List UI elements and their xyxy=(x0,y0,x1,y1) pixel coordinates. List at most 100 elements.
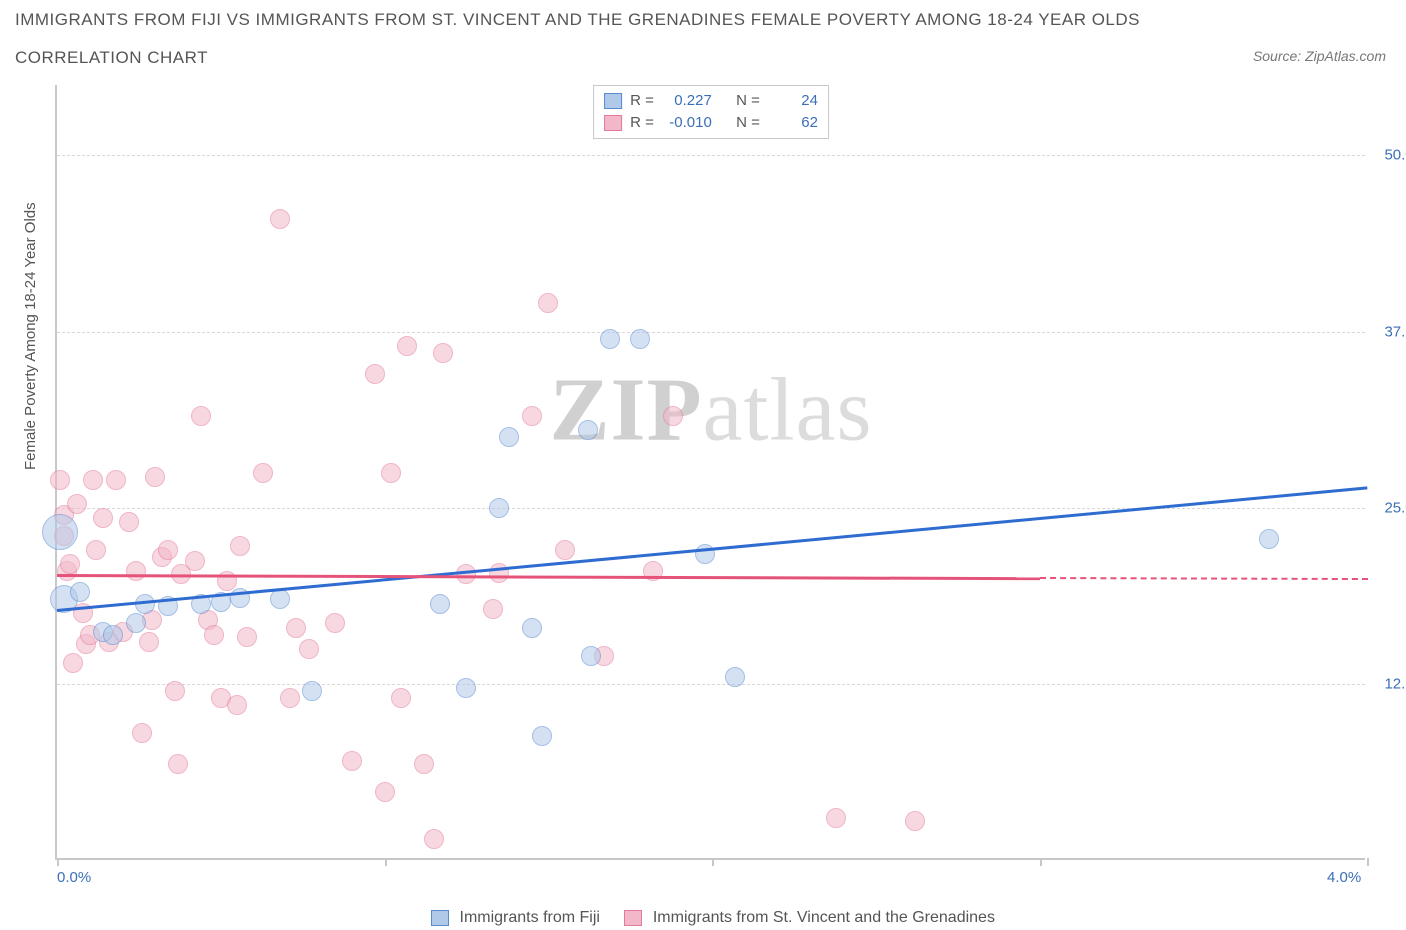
y-tick-label: 12.5% xyxy=(1384,675,1406,692)
swatch-fiji-bottom xyxy=(431,910,449,926)
data-point xyxy=(106,470,126,490)
data-point xyxy=(191,406,211,426)
data-point xyxy=(145,467,165,487)
x-tick-label: 0.0% xyxy=(57,869,91,886)
data-point xyxy=(286,618,306,638)
trend-line xyxy=(57,574,1040,580)
data-point xyxy=(119,512,139,532)
data-point xyxy=(826,808,846,828)
chart-subtitle: CORRELATION CHART xyxy=(15,48,208,68)
data-point xyxy=(60,554,80,574)
data-point xyxy=(433,343,453,363)
n-label: N = xyxy=(736,90,760,112)
x-tick xyxy=(57,858,59,866)
y-tick-label: 50.0% xyxy=(1384,147,1406,164)
trend-line xyxy=(1039,577,1367,580)
data-point xyxy=(42,514,78,550)
data-point xyxy=(83,470,103,490)
data-point xyxy=(93,508,113,528)
x-tick xyxy=(385,858,387,866)
data-point xyxy=(132,723,152,743)
data-point xyxy=(905,811,925,831)
data-point xyxy=(280,688,300,708)
watermark-b: atlas xyxy=(703,360,873,459)
data-point xyxy=(237,627,257,647)
data-point xyxy=(270,589,290,609)
data-point xyxy=(126,561,146,581)
data-point xyxy=(578,420,598,440)
swatch-fiji xyxy=(604,93,622,109)
n-value-fiji: 24 xyxy=(768,90,818,112)
chart-title: IMMIGRANTS FROM FIJI VS IMMIGRANTS FROM … xyxy=(15,10,1140,30)
data-point xyxy=(391,688,411,708)
data-point xyxy=(483,599,503,619)
gridline xyxy=(57,508,1365,509)
data-point xyxy=(270,209,290,229)
data-point xyxy=(424,829,444,849)
plot-area: ZIPatlas R = 0.227 N = 24 R = -0.010 N =… xyxy=(55,85,1365,860)
data-point xyxy=(253,463,273,483)
data-point xyxy=(456,678,476,698)
gridline xyxy=(57,155,1365,156)
data-point xyxy=(489,498,509,518)
data-point xyxy=(342,751,362,771)
data-point xyxy=(302,681,322,701)
data-point xyxy=(538,293,558,313)
r-value-svg: -0.010 xyxy=(662,112,712,134)
data-point xyxy=(600,329,620,349)
data-point xyxy=(725,667,745,687)
data-point xyxy=(299,639,319,659)
watermark: ZIPatlas xyxy=(550,358,873,461)
swatch-svg-bottom xyxy=(624,910,642,926)
data-point xyxy=(50,470,70,490)
gridline xyxy=(57,684,1365,685)
swatch-svg xyxy=(604,115,622,131)
data-point xyxy=(126,613,146,633)
data-point xyxy=(430,594,450,614)
y-tick-label: 25.0% xyxy=(1384,499,1406,516)
r-label: R = xyxy=(630,90,654,112)
legend-label-fiji: Immigrants from Fiji xyxy=(460,909,600,926)
trend-line xyxy=(57,487,1367,612)
data-point xyxy=(414,754,434,774)
correlation-legend: R = 0.227 N = 24 R = -0.010 N = 62 xyxy=(593,85,829,139)
data-point xyxy=(230,536,250,556)
n-value-svg: 62 xyxy=(768,112,818,134)
data-point xyxy=(165,681,185,701)
data-point xyxy=(1259,529,1279,549)
r-value-fiji: 0.227 xyxy=(662,90,712,112)
y-axis-title: Female Poverty Among 18-24 Year Olds xyxy=(22,202,39,470)
data-point xyxy=(456,564,476,584)
source-label: Source: ZipAtlas.com xyxy=(1253,48,1386,64)
data-point xyxy=(204,625,224,645)
x-tick xyxy=(1367,858,1369,866)
bottom-legend: Immigrants from Fiji Immigrants from St.… xyxy=(0,909,1406,927)
data-point xyxy=(522,406,542,426)
data-point xyxy=(67,494,87,514)
chart-container: IMMIGRANTS FROM FIJI VS IMMIGRANTS FROM … xyxy=(0,0,1406,930)
data-point xyxy=(139,632,159,652)
data-point xyxy=(397,336,417,356)
data-point xyxy=(365,364,385,384)
y-tick-label: 37.5% xyxy=(1384,323,1406,340)
data-point xyxy=(381,463,401,483)
r-label: R = xyxy=(630,112,654,134)
gridline xyxy=(57,332,1365,333)
data-point xyxy=(325,613,345,633)
data-point xyxy=(70,582,90,602)
data-point xyxy=(86,540,106,560)
data-point xyxy=(489,563,509,583)
data-point xyxy=(375,782,395,802)
legend-row-fiji: R = 0.227 N = 24 xyxy=(604,90,818,112)
data-point xyxy=(185,551,205,571)
data-point xyxy=(555,540,575,560)
legend-label-svg: Immigrants from St. Vincent and the Gren… xyxy=(653,909,995,926)
data-point xyxy=(499,427,519,447)
x-tick-label: 4.0% xyxy=(1327,869,1361,886)
data-point xyxy=(63,653,83,673)
data-point xyxy=(522,618,542,638)
data-point xyxy=(227,695,247,715)
data-point xyxy=(581,646,601,666)
n-label: N = xyxy=(736,112,760,134)
data-point xyxy=(532,726,552,746)
